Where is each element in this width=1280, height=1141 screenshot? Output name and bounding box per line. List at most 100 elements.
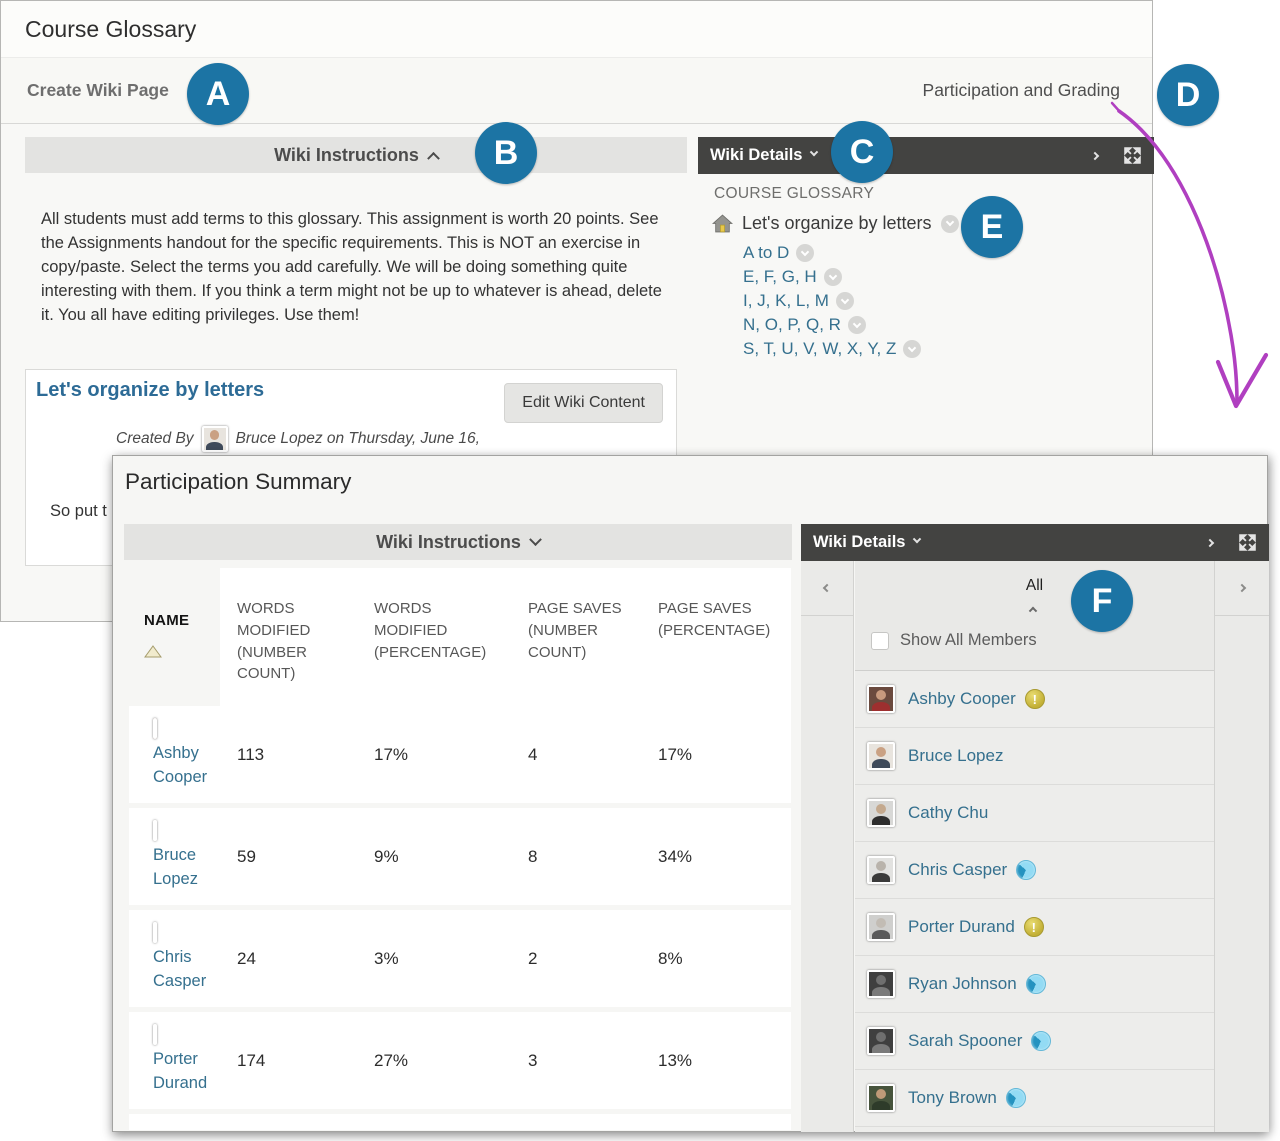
tree-page-link[interactable]: I, J, K, L, M — [743, 291, 829, 310]
member-list-item[interactable]: Ashby Cooper ! — [855, 671, 1214, 728]
member-link[interactable]: Cathy Chu — [908, 803, 989, 822]
page-saves-count: 8 — [528, 846, 538, 866]
filter-all-dropdown[interactable]: All — [1025, 577, 1044, 594]
participation-table-header: NAME WORDS MODIFIED (NUMBER COUNT) WORDS… — [129, 568, 791, 715]
avatar — [867, 1027, 895, 1055]
member-list-item[interactable]: Porter Durand ! — [855, 899, 1214, 956]
create-wiki-page-button[interactable]: Create Wiki Page — [27, 80, 169, 100]
wiki-instructions-toggle[interactable]: Wiki Instructions — [25, 137, 687, 173]
member-link[interactable]: Ryan Johnson — [908, 974, 1017, 993]
member-list-item[interactable]: Chris Casper — [855, 842, 1214, 899]
tree-page-row: A to D — [743, 241, 815, 265]
tree-page-row: S, T, U, V, W, X, Y, Z — [743, 337, 922, 361]
chevron-down-icon — [913, 534, 922, 543]
avatar — [867, 913, 895, 941]
name-cell: Chris Casper — [129, 921, 220, 994]
callout-badge-f: F — [1071, 570, 1133, 632]
member-list-item[interactable]: Sarah Spooner — [855, 1013, 1214, 1070]
fullscreen-icon[interactable] — [1123, 146, 1142, 165]
participation-summary-title: Participation Summary — [125, 469, 352, 494]
tree-page-link[interactable]: A to D — [743, 243, 790, 262]
column-header[interactable]: PAGE SAVES (NUMBER COUNT) — [511, 568, 641, 715]
home-icon — [712, 214, 733, 233]
callout-badge-e: E — [961, 196, 1023, 258]
chevron-up-icon — [1028, 606, 1037, 616]
previous-page-button[interactable] — [801, 561, 853, 616]
member-list-item[interactable]: Bruce Lopez — [855, 728, 1214, 785]
sidebar-left-rail — [801, 561, 854, 1132]
item-options-chevron-icon[interactable] — [940, 214, 959, 233]
chevron-up-icon — [427, 151, 440, 165]
members-panel: All Show All Members Ashby Cooper ! Bruc… — [855, 561, 1214, 1132]
column-header[interactable]: WORDS MODIFIED (PERCENTAGE) — [357, 568, 511, 715]
participation-and-grading-link[interactable]: Participation and Grading — [922, 80, 1120, 100]
words-modified-count: 59 — [237, 846, 256, 866]
tree-root-label[interactable]: Let's organize by letters — [742, 213, 932, 233]
collapse-panel-icon[interactable] — [1090, 151, 1100, 160]
collapse-panel-icon[interactable] — [1205, 538, 1215, 547]
words-modified-pct: 9% — [374, 846, 399, 866]
member-link[interactable]: Ashby Cooper — [153, 743, 208, 786]
members-filter-zone: All Show All Members — [855, 561, 1214, 671]
avatar — [201, 426, 228, 452]
member-link[interactable]: Ashby Cooper — [908, 689, 1016, 708]
member-link[interactable]: Chris Casper — [153, 947, 207, 990]
wiki-instructions-toggle[interactable]: Wiki Instructions — [124, 524, 792, 560]
glossary-action-bar: Create Wiki Page Participation and Gradi… — [1, 58, 1152, 124]
chevron-left-icon — [822, 583, 832, 593]
callout-badge-b: B — [475, 122, 537, 184]
table-row: Ashby Cooper 113 17% 4 17% — [129, 706, 791, 803]
sort-ascending-icon[interactable] — [144, 644, 162, 659]
table-row: Porter Durand 174 27% 3 13% — [129, 1012, 791, 1109]
words-modified-count: 113 — [237, 744, 265, 764]
member-list-item[interactable]: Ryan Johnson — [855, 956, 1214, 1013]
member-link[interactable]: Porter Durand — [908, 917, 1015, 936]
column-header[interactable]: WORDS MODIFIED (NUMBER COUNT) — [220, 568, 357, 715]
avatar — [867, 742, 895, 770]
wiki-details-label[interactable]: Wiki Details — [710, 146, 803, 164]
tree-page-link[interactable]: S, T, U, V, W, X, Y, Z — [743, 339, 897, 358]
member-link[interactable]: Chris Casper — [908, 860, 1008, 879]
avatar — [153, 1023, 157, 1045]
page-saves-count: 3 — [528, 1050, 538, 1070]
item-options-chevron-icon[interactable] — [796, 244, 815, 262]
callout-badge-c: C — [831, 121, 893, 183]
sidebar-right-rail — [1214, 561, 1269, 1132]
avatar — [867, 799, 895, 827]
item-options-chevron-icon[interactable] — [903, 340, 922, 358]
member-link[interactable]: Sarah Spooner — [908, 1031, 1023, 1050]
name-cell: Porter Durand — [129, 1023, 220, 1096]
page-saves-pct: 17% — [658, 744, 693, 764]
progress-pie-icon — [1005, 1088, 1026, 1108]
page-saves-count: 4 — [528, 744, 538, 764]
wiki-details-label[interactable]: Wiki Details — [813, 533, 906, 551]
table-row: Chris Casper 24 3% 2 8% — [129, 910, 791, 1007]
tree-page-link[interactable]: E, F, G, H — [743, 267, 817, 286]
tree-root-row: Let's organize by letters — [712, 213, 959, 234]
column-header[interactable]: PAGE SAVES (PERCENTAGE) — [641, 568, 791, 715]
member-link[interactable]: Porter Durand — [153, 1049, 208, 1092]
tree-page-link[interactable]: N, O, P, Q, R — [743, 315, 841, 334]
item-options-chevron-icon[interactable] — [847, 316, 866, 334]
member-list-item[interactable]: Cathy Chu — [855, 785, 1214, 842]
words-modified-count: 24 — [237, 948, 256, 968]
next-page-button[interactable] — [1215, 561, 1269, 616]
progress-pie-icon — [1016, 860, 1037, 880]
item-options-chevron-icon[interactable] — [823, 268, 842, 286]
wiki-instructions-label: Wiki Instructions — [274, 144, 419, 165]
progress-pie-icon — [1025, 974, 1046, 994]
fullscreen-icon[interactable] — [1238, 533, 1257, 552]
item-options-chevron-icon[interactable] — [835, 292, 854, 310]
member-link[interactable]: Bruce Lopez — [153, 845, 198, 888]
member-list-item[interactable]: Tony Brown — [855, 1070, 1214, 1127]
participation-table-body: Ashby Cooper 113 17% 4 17% Bruce Lopez 5… — [129, 706, 791, 1114]
name-cell: Bruce Lopez — [129, 819, 220, 892]
name-column-header[interactable]: NAME — [129, 568, 220, 715]
show-all-members-checkbox[interactable] — [871, 631, 889, 650]
warning-icon: ! — [1024, 689, 1045, 709]
wiki-page-heading[interactable]: Let's organize by letters — [36, 379, 265, 401]
member-link[interactable]: Bruce Lopez — [908, 746, 1004, 765]
member-link[interactable]: Tony Brown — [908, 1088, 997, 1107]
page-saves-pct: 8% — [658, 948, 683, 968]
edit-wiki-content-button[interactable]: Edit Wiki Content — [504, 383, 663, 423]
